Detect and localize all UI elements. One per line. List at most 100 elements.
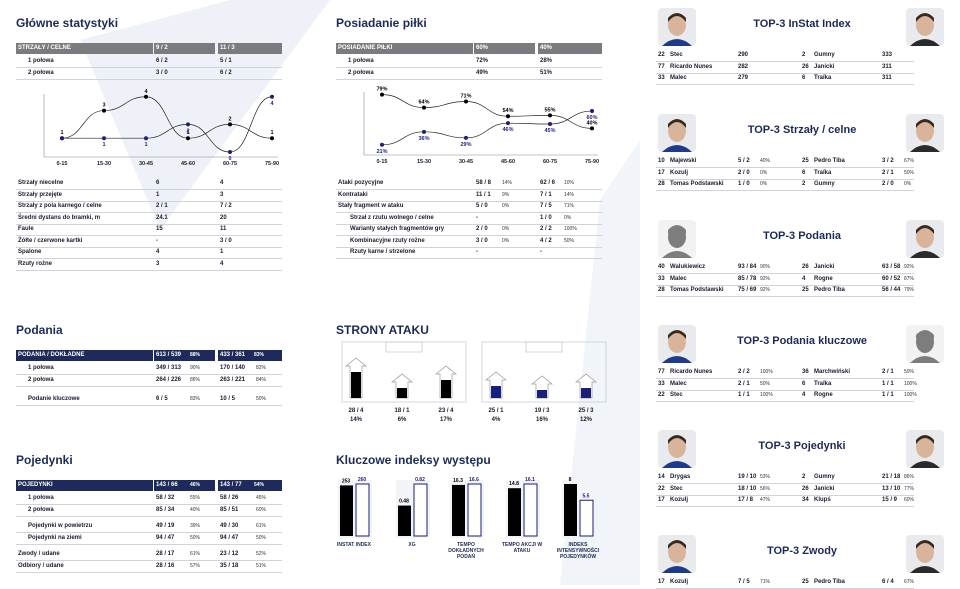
- stat-value-team2: 11: [220, 226, 227, 232]
- player-pct: 100%: [760, 369, 773, 375]
- avatar-shirt: [910, 356, 940, 363]
- player-pct: 56%: [760, 485, 771, 492]
- avatar-shirt: [662, 251, 692, 258]
- avatar-shirt: [910, 251, 940, 258]
- stat-row: Strzały niecelne 6 4: [16, 178, 282, 190]
- possession-header-team1: 60%: [474, 43, 535, 54]
- attack-side-pct: 17%: [440, 417, 453, 423]
- table-row: Pojedynki na ziemi 94 / 47 50% 94 / 47 50%: [16, 533, 282, 545]
- row-team2-value: 23 / 12: [220, 551, 239, 557]
- stat-row: Stały fragment w ataku 5 / 0 0% 7 / 5 71%: [336, 201, 602, 213]
- header-team2: 143 / 77 54%: [218, 480, 282, 491]
- data-label: 1: [270, 130, 273, 136]
- player-pct: 86%: [904, 474, 915, 480]
- series-point-0: [506, 114, 510, 119]
- header-label: PODANIA / DOKŁADNE: [16, 350, 153, 361]
- row-label: 1 połowa: [28, 495, 54, 501]
- stat-value-team2: 7 / 2: [220, 203, 232, 209]
- row-label: 2 połowa: [28, 377, 54, 383]
- avatar-face: [916, 226, 934, 248]
- index-bar-team1: [398, 505, 411, 536]
- player-photo: [658, 430, 696, 468]
- index-bar-team2: [579, 499, 594, 537]
- series-point-1: [144, 136, 148, 141]
- series-point-0: [464, 99, 468, 104]
- player-number: 25: [802, 287, 809, 293]
- row-team1-value: 28 / 16: [156, 563, 175, 569]
- player-pct: 47%: [760, 497, 771, 503]
- player-name: Rogne: [814, 275, 833, 282]
- avatar-hair: [916, 119, 934, 128]
- tick-label: 60-75: [223, 161, 237, 167]
- avatar-hair: [668, 330, 686, 339]
- player-name: Kozulj: [670, 169, 688, 176]
- player-number: 28: [658, 181, 665, 187]
- player-pct: 0%: [760, 181, 768, 187]
- index-value-team2: 16.1: [525, 477, 535, 483]
- row-team2-value: 170 / 140: [220, 365, 246, 371]
- avatar-face: [668, 120, 686, 142]
- player-value: 63 / 58: [882, 264, 901, 270]
- data-label: 46%: [502, 127, 513, 133]
- row-label: Pojedynki w powietrzu: [28, 523, 93, 529]
- avatar-shirt: [910, 145, 940, 152]
- avatar-hair: [668, 119, 686, 128]
- row-team2-value: 58 / 26: [220, 495, 239, 501]
- player-value: 2 / 2: [738, 369, 750, 375]
- data-label: 4: [270, 101, 274, 107]
- player-value: 2 / 0: [882, 181, 894, 187]
- row-label: Zwody / udane: [18, 551, 60, 557]
- index-value-team2: 16.6: [469, 477, 479, 483]
- data-label: 29%: [460, 142, 471, 148]
- player-name: Tomas Podstawski: [670, 287, 724, 293]
- player-photo: [906, 535, 944, 573]
- stat-pct-team1: 14%: [502, 180, 513, 186]
- avatar-icon: [662, 225, 692, 258]
- player-pct: 0%: [904, 181, 912, 187]
- row-team2-pct: 52%: [256, 551, 267, 557]
- player-number: 33: [658, 275, 665, 282]
- series-point-0: [270, 136, 274, 141]
- stat-value-team2: 7 / 5: [540, 203, 552, 209]
- player-value: 21 / 18: [882, 474, 901, 480]
- row-team1-value: 264 / 226: [156, 377, 182, 383]
- top3-title: TOP-3 InStat Index: [753, 18, 851, 30]
- series-point-1: [590, 109, 594, 114]
- stat-label: Strzały niecelne: [18, 180, 64, 186]
- tick-label: 15-30: [417, 159, 431, 165]
- player-number: 4: [802, 392, 806, 398]
- row-team1-pct: 55%: [190, 495, 201, 501]
- player-value: 1 / 0: [738, 181, 750, 187]
- stat-label: Kombinacyjne rzuty rożne: [350, 237, 425, 244]
- player-photo: [906, 430, 944, 468]
- player-pct: 71%: [760, 579, 771, 585]
- attack-side-value: 18 / 1: [394, 408, 410, 414]
- data-label: 0: [228, 156, 231, 162]
- possession-header-team2: 40%: [538, 43, 602, 54]
- stat-row: 1 połowa 6 / 2 5 / 1: [16, 56, 282, 68]
- data-label: 21%: [376, 149, 387, 155]
- series-point-1: [186, 122, 190, 127]
- player-pct: 79%: [904, 287, 915, 293]
- row-team1-pct: 83%: [190, 396, 201, 402]
- stat-value-team1: 3 / 0: [476, 237, 488, 244]
- row-team1-pct: 40%: [190, 507, 201, 513]
- header-team1-value: 613 / 539: [156, 352, 182, 358]
- pitch-box: [525, 341, 563, 353]
- avatar-shirt: [910, 39, 940, 46]
- row-team1-value: 28 / 17: [156, 551, 175, 557]
- player-number: 2: [802, 181, 806, 187]
- header-team2-pct: 54%: [254, 482, 265, 488]
- index-bar-team1: [452, 484, 465, 536]
- top3-title: TOP-3 Podania: [762, 230, 842, 242]
- player-number: 6: [802, 380, 806, 387]
- pitch-box: [385, 341, 423, 353]
- attack-side-pct: 16%: [536, 417, 549, 423]
- series-point-0: [186, 136, 190, 141]
- player-name: Gumny: [814, 474, 835, 480]
- header-team2: 433 / 361 83%: [218, 350, 282, 361]
- player-value: 282: [738, 63, 749, 70]
- series-point-1: [102, 136, 106, 141]
- stat-value-team1: 1: [156, 191, 160, 198]
- player-number: 22: [658, 52, 665, 58]
